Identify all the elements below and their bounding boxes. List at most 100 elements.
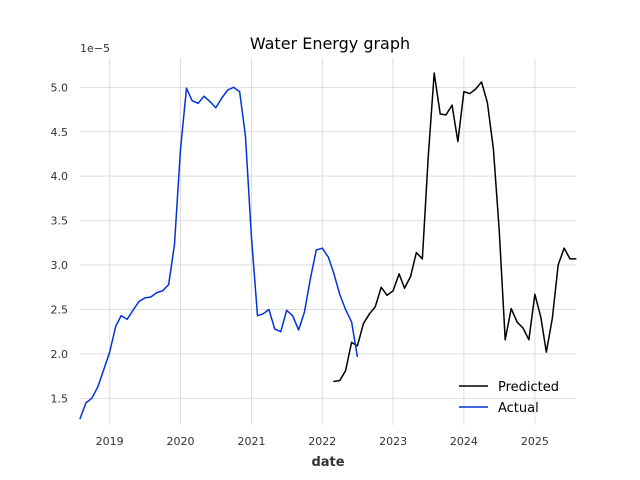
- data-point-actual: [303, 311, 306, 313]
- data-point-predicted: [380, 286, 382, 288]
- data-point-actual: [191, 100, 193, 102]
- tick-labels: 1.5 2.0 2.5 3.0 3.5 4.0 4.5 5.0 2019 2020 2021 2022…: [51, 81, 549, 448]
- data-point-predicted: [457, 140, 459, 143]
- data-point-actual: [291, 315, 294, 317]
- data-point-actual: [250, 236, 253, 239]
- data-point-predicted: [492, 148, 494, 150]
- data-point-predicted: [368, 313, 371, 315]
- data-point-actual: [227, 89, 229, 91]
- data-point-predicted: [350, 341, 353, 343]
- data-point-actual: [91, 397, 93, 399]
- data-point-predicted: [469, 92, 471, 95]
- data-point-predicted: [557, 264, 559, 266]
- data-point-predicted: [362, 323, 365, 325]
- data-point-predicted: [445, 114, 447, 116]
- data-point-actual: [344, 308, 347, 311]
- legend-label-predicted: Predicted: [498, 380, 559, 395]
- data-point-actual: [262, 313, 264, 315]
- data-point-actual: [339, 293, 341, 295]
- data-point-actual: [209, 100, 211, 103]
- data-point-actual: [268, 308, 270, 311]
- data-point-actual: [333, 272, 335, 274]
- y-tick-label: 4.0: [51, 170, 69, 183]
- x-tick-label: 2020: [166, 435, 194, 448]
- data-point-predicted: [427, 156, 429, 159]
- data-point-predicted: [575, 258, 577, 260]
- data-point-predicted: [569, 258, 571, 260]
- data-point-actual: [144, 297, 146, 299]
- data-point-actual: [132, 309, 134, 311]
- data-point-actual: [280, 331, 282, 333]
- data-point-predicted: [528, 339, 530, 341]
- data-point-actual: [256, 315, 259, 317]
- data-point-predicted: [398, 273, 400, 275]
- data-point-predicted: [551, 317, 553, 319]
- data-point-actual: [215, 107, 217, 109]
- data-point-actual: [203, 95, 205, 97]
- x-tick-label: 2021: [237, 435, 265, 448]
- x-axis-label: date: [311, 455, 344, 470]
- data-point-actual: [156, 291, 158, 294]
- data-point-actual: [150, 296, 152, 298]
- data-point-predicted: [392, 290, 394, 292]
- data-point-predicted: [510, 307, 512, 310]
- data-point-actual: [185, 87, 188, 89]
- data-point-actual: [233, 86, 235, 88]
- data-point-predicted: [374, 306, 376, 308]
- legend-label-actual: Actual: [498, 401, 539, 416]
- x-tick-label: 2024: [450, 435, 478, 448]
- legend: Predicted Actual: [459, 380, 559, 416]
- data-point-actual: [115, 325, 117, 327]
- data-point-predicted: [504, 339, 506, 341]
- data-point-actual: [315, 249, 317, 251]
- data-point-predicted: [339, 379, 341, 382]
- data-point-predicted: [498, 228, 500, 231]
- data-point-actual: [274, 328, 276, 330]
- data-point-predicted: [356, 345, 358, 347]
- data-point-actual: [85, 402, 87, 404]
- data-point-actual: [179, 148, 182, 151]
- data-point-predicted: [403, 287, 406, 289]
- grid-lines: [80, 58, 576, 425]
- y-offset-label: 1e−5: [80, 42, 110, 55]
- x-tick-label: 2023: [379, 435, 407, 448]
- data-point-actual: [356, 355, 358, 358]
- data-point-predicted: [563, 247, 565, 249]
- data-point-predicted: [333, 380, 335, 383]
- data-point-actual: [327, 256, 329, 258]
- data-point-predicted: [451, 104, 453, 106]
- data-point-predicted: [421, 258, 423, 260]
- chart-title: Water Energy graph: [250, 34, 410, 53]
- y-tick-label: 5.0: [51, 81, 69, 94]
- x-tick-label: 2019: [96, 435, 124, 448]
- data-point-predicted: [409, 276, 412, 278]
- data-point-actual: [285, 309, 288, 311]
- data-point-actual: [173, 244, 176, 246]
- y-tick-label: 2.5: [51, 303, 69, 316]
- data-point-actual: [298, 329, 300, 331]
- y-tick-label: 4.5: [51, 126, 69, 139]
- data-point-predicted: [463, 91, 465, 93]
- series-line-predicted: [333, 72, 576, 383]
- data-point-actual: [309, 277, 312, 279]
- data-point-predicted: [480, 81, 483, 83]
- data-point-actual: [126, 318, 128, 320]
- data-point-predicted: [486, 101, 488, 104]
- series-layer: [79, 72, 577, 420]
- data-point-predicted: [522, 327, 524, 329]
- data-point-actual: [79, 418, 81, 420]
- data-point-actual: [168, 283, 170, 286]
- data-point-actual: [197, 102, 199, 104]
- y-tick-label: 3.5: [51, 215, 69, 228]
- x-tick-label: 2025: [521, 435, 549, 448]
- data-point-actual: [162, 290, 164, 292]
- data-point-actual: [109, 351, 111, 353]
- data-point-predicted: [534, 293, 536, 295]
- y-tick-label: 1.5: [51, 392, 69, 405]
- data-point-actual: [321, 247, 323, 249]
- data-point-predicted: [474, 88, 477, 90]
- data-point-actual: [138, 300, 140, 303]
- data-point-predicted: [516, 321, 518, 323]
- series-line-actual: [79, 86, 359, 420]
